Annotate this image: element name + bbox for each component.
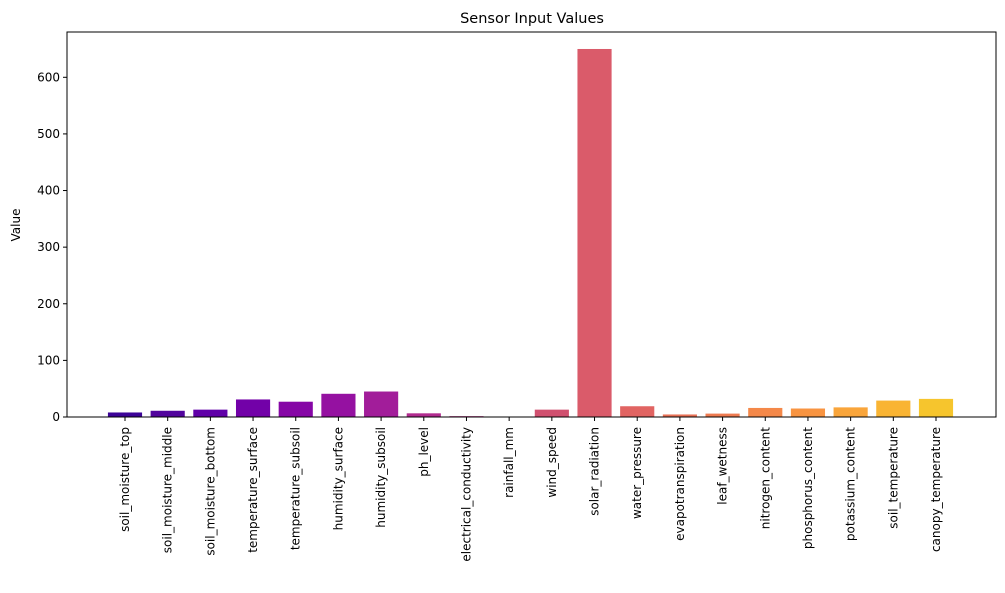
x-tick-label: humidity_subsoil [374,427,388,528]
x-tick-label: temperature_subsoil [289,427,303,550]
bar-wind_speed [535,410,569,417]
bar-soil_moisture_bottom [193,410,227,417]
x-axis-ticks: soil_moisture_top soil_moisture_middle soi… [118,417,943,562]
bar-canopy_temperature [919,399,953,417]
x-tick-label: soil_temperature [886,427,900,529]
y-axis-ticks: 0 100 200 300 400 500 600 [37,70,67,424]
bar-temperature_subsoil [279,402,313,417]
plot-area-frame [67,32,996,417]
bar-soil_moisture_middle [151,411,185,417]
bar-humidity_subsoil [364,392,398,417]
x-tick-label: electrical_conductivity [459,427,473,562]
x-tick-label: rainfall_mm [502,427,516,498]
x-tick-label: ph_level [417,427,431,477]
x-tick-label: wind_speed [545,427,559,498]
bar-soil_moisture_top [108,412,142,417]
x-tick-label: phosphorus_content [801,427,815,549]
x-tick-label: solar_radiation [588,427,602,516]
bar-potassium_content [834,407,868,417]
x-tick-label: soil_moisture_bottom [203,427,217,556]
bars-group [108,49,953,417]
bar-soil_temperature [876,401,910,417]
x-tick-label: potassium_content [844,427,858,541]
bar-ph_level [407,413,441,417]
y-axis-label: Value [9,209,23,242]
y-tick-label: 400 [37,184,60,198]
y-tick-label: 200 [37,297,60,311]
x-tick-label: evapotranspiration [673,427,687,541]
y-tick-label: 500 [37,127,60,141]
y-tick-label: 100 [37,353,60,367]
bar-phosphorus_content [791,409,825,417]
y-tick-label: 0 [52,410,60,424]
x-tick-label: canopy_temperature [929,427,943,552]
x-tick-label: leaf_wetness [716,427,730,505]
x-tick-label: nitrogen_content [758,427,772,530]
bar-humidity_surface [321,394,355,417]
y-tick-label: 300 [37,240,60,254]
x-tick-label: temperature_surface [246,427,260,553]
bar-nitrogen_content [748,408,782,417]
x-tick-label: soil_moisture_middle [161,427,175,553]
x-tick-label: soil_moisture_top [118,427,132,532]
chart-title: Sensor Input Values [460,11,604,27]
bar-water_pressure [620,406,654,417]
bar-leaf_wetness [706,414,740,417]
bar-temperature_surface [236,399,270,417]
x-tick-label: humidity_surface [331,427,345,530]
x-tick-label: water_pressure [630,427,644,519]
y-tick-label: 600 [37,70,60,84]
bar-solar_radiation [577,49,611,417]
